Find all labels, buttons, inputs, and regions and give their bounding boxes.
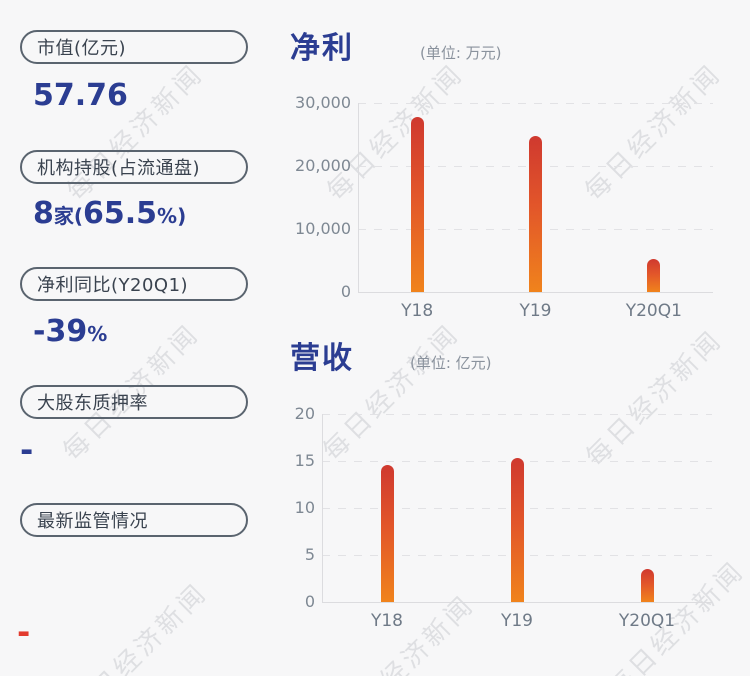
gridline [322,414,712,415]
stat-value-part: - [17,613,31,651]
gridline [358,103,713,104]
stat-value-part: %) [157,204,187,228]
x-axis-line [322,602,712,603]
bar-y19 [510,458,524,602]
y-axis-tick-label: 15 [294,451,315,470]
y-axis-tick-label: 30,000 [295,93,351,112]
revenue-chart-title: 营收 [290,341,354,376]
revenue-chart-unit: (单位: 亿元) [410,354,492,372]
stat-pill-pledge-ratio: 大股东质押率 [20,385,248,419]
stat-value-part: -39 [33,314,88,349]
stat-value-part: 8 [33,196,54,231]
bar-y20q1 [640,569,654,602]
stat-value-institutional-holdings: 8家(65.5%) [33,198,186,230]
x-axis-label: Y20Q1 [625,301,682,321]
stat-value-market-cap: 57.76 [33,80,128,112]
bar-y18 [410,116,424,292]
stat-label: 市值(亿元) [37,38,127,59]
y-axis-tick-label: 10 [294,498,315,517]
x-axis-line [358,292,713,293]
bar-y18 [380,464,394,602]
y-axis-tick-label: 10,000 [295,219,351,238]
x-axis-label: Y20Q1 [618,611,676,631]
stat-value-part: 家( [53,204,84,228]
stat-value-part: 57.76 [33,78,128,113]
y-axis-tick-label: 5 [304,545,315,564]
stat-value-part: % [87,322,108,346]
stat-value-net-profit-yoy: -39% [33,316,107,348]
stat-pill-market-cap: 市值(亿元) [20,30,248,64]
stat-value-part: - [20,431,34,469]
bar-y19 [529,135,542,292]
stat-pill-net-profit-yoy: 净利同比(Y20Q1) [20,267,248,301]
stat-label: 最新监管情况 [37,511,148,532]
y-axis-tick-label: 20,000 [295,156,351,175]
x-axis-label: Y18 [370,611,404,631]
y-axis-line [322,414,323,602]
y-axis-tick-label: 0 [304,592,315,611]
stat-label: 净利同比(Y20Q1) [37,275,189,296]
stat-label: 大股东质押率 [37,393,148,414]
y-axis-line [358,103,359,292]
stat-label: 机构持股(占流通盘) [37,158,201,179]
stat-pill-institutional-holdings: 机构持股(占流通盘) [20,150,248,184]
bar-y20q1 [647,259,661,292]
x-axis-label: Y18 [401,301,434,321]
x-axis-label: Y19 [500,611,534,631]
stat-value-regulatory-status: - [17,616,30,648]
stat-pill-regulatory-status: 最新监管情况 [20,503,248,537]
y-axis-tick-label: 20 [294,404,315,423]
stat-value-part: 65.5 [83,196,158,231]
stat-value-pledge-ratio: - [20,434,33,466]
y-axis-tick-label: 0 [340,282,351,301]
net-profit-chart-unit: (单位: 万元) [420,44,502,62]
x-axis-label: Y19 [519,301,552,321]
net-profit-chart-title: 净利 [290,31,354,66]
